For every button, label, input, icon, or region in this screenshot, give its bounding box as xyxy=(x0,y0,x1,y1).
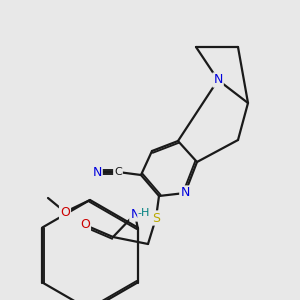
Text: C: C xyxy=(114,167,122,177)
Text: N: N xyxy=(92,166,102,178)
Text: O: O xyxy=(60,206,70,218)
Text: N: N xyxy=(130,208,140,220)
Text: -H: -H xyxy=(138,208,150,218)
Text: N: N xyxy=(213,74,223,86)
Text: N: N xyxy=(180,187,190,200)
Text: S: S xyxy=(152,212,160,224)
Text: O: O xyxy=(80,218,90,232)
